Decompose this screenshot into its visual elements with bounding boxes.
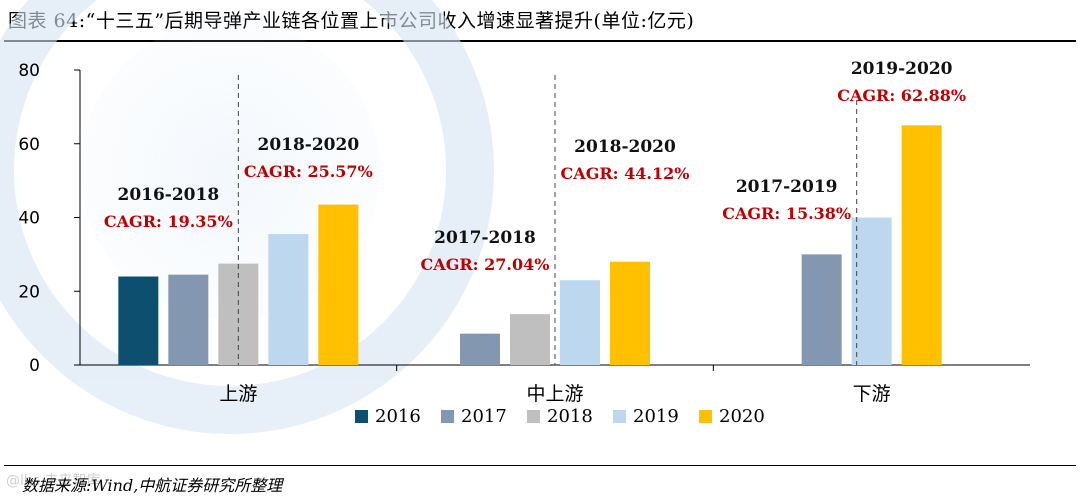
bar-下游-2020	[901, 125, 942, 365]
annotation-period: 2016-2018	[117, 185, 219, 205]
x-category-label: 下游	[853, 383, 891, 405]
legend-swatch-2020	[699, 410, 712, 423]
bar-上游-2017	[168, 274, 209, 365]
chart-title: 图表 64:“十三五”后期导弹产业链各位置上市公司收入增速显著提升(单位:亿元)	[8, 10, 695, 32]
y-tick-label: 80	[18, 61, 40, 81]
bar-中上游-2019	[560, 280, 600, 365]
legend-swatch-2019	[613, 410, 626, 423]
source-note: 数据来源:Wind,中航证券研究所整理	[22, 476, 283, 495]
annotation-cagr: CAGR: 62.88%	[837, 86, 966, 105]
annotation-cagr: CAGR: 19.35%	[104, 212, 233, 231]
bar-下游-2019	[851, 217, 892, 365]
legend-label: 2016	[375, 406, 421, 427]
annotation-period: 2017-2018	[434, 228, 536, 248]
legend-swatch-2017	[441, 410, 454, 423]
annotation-period: 2018-2020	[257, 135, 359, 155]
legend-swatch-2016	[355, 410, 368, 423]
annotation-period: 2019-2020	[851, 59, 953, 79]
bar-中上游-2018	[510, 314, 550, 365]
bar-chart: 0 20 40 60 80 上游 中上游 下游 2016-2018 CAGR: 19.35% 201…	[0, 0, 1030, 434]
x-category-label: 上游	[219, 383, 257, 405]
annotation-period: 2018-2020	[574, 137, 676, 157]
annotation-cagr: CAGR: 25.57%	[244, 162, 373, 181]
annotation-cagr: CAGR: 27.04%	[421, 255, 550, 274]
bar-上游-2020	[318, 204, 359, 365]
annotation-cagr: CAGR: 44.12%	[561, 164, 690, 183]
y-tick-label: 20	[18, 282, 40, 302]
site-watermark: @lbs 未来智库	[6, 473, 101, 489]
bar-中上游-2020	[610, 261, 650, 365]
y-tick-label: 0	[29, 356, 40, 376]
bar-下游-2017	[801, 254, 842, 365]
source-divider	[4, 465, 1076, 466]
annotation-cagr: CAGR: 15.38%	[722, 204, 851, 223]
legend-swatch-2018	[527, 410, 540, 423]
legend-label: 2019	[633, 406, 679, 427]
legend-label: 2020	[719, 406, 765, 427]
bar-上游-2019	[268, 234, 309, 365]
title-underline	[4, 40, 1076, 42]
annotation-period: 2017-2019	[736, 177, 838, 197]
bar-中上游-2017	[460, 333, 500, 365]
y-tick-label: 60	[18, 135, 40, 155]
legend-label: 2017	[461, 406, 507, 427]
y-tick-label: 40	[18, 209, 40, 229]
legend-label: 2018	[547, 406, 593, 427]
x-category-label: 中上游	[526, 383, 583, 405]
bar-上游-2016	[118, 276, 159, 365]
